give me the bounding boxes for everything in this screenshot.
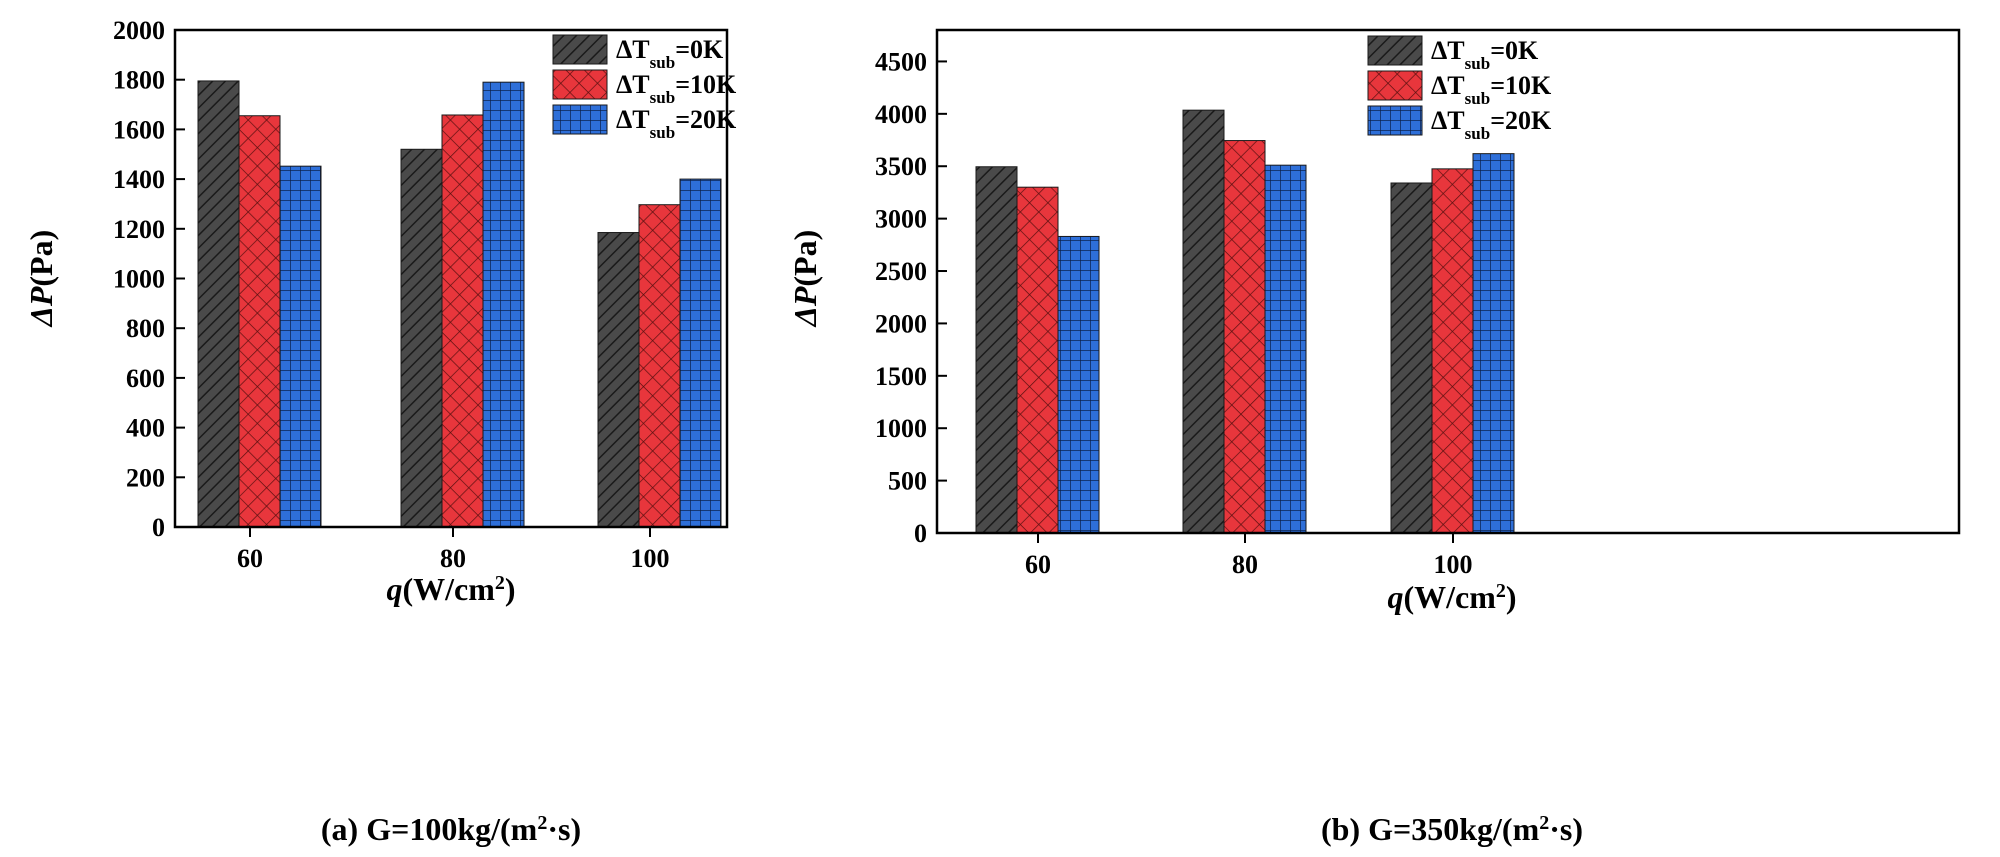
bar-0-2-0 bbox=[279, 165, 322, 528]
legend-label-0-2: ΔTsub=20K bbox=[616, 105, 737, 142]
bar-0-0-0 bbox=[197, 80, 240, 528]
y-tick-label-1-6: 3000 bbox=[875, 205, 927, 234]
y-tick-label-0-10: 2000 bbox=[113, 16, 165, 45]
legend-swatch-0-0 bbox=[552, 34, 608, 65]
y-tick-label-0-1: 200 bbox=[126, 463, 165, 492]
y-tick-label-1-7: 3500 bbox=[875, 152, 927, 181]
bar-1-0-2 bbox=[1390, 182, 1433, 534]
legend-label-1-2: ΔTsub=20K bbox=[1431, 106, 1552, 143]
x-axis-label-a: q(W/cm2) bbox=[386, 571, 515, 607]
y-tick-label-1-9: 4500 bbox=[875, 47, 927, 76]
bar-0-0-1 bbox=[400, 148, 443, 528]
legend-swatch-0-1 bbox=[552, 69, 608, 100]
y-tick-label-0-8: 1600 bbox=[113, 115, 165, 144]
bar-1-1-1 bbox=[1223, 140, 1266, 534]
legend-swatch-0-2 bbox=[552, 104, 608, 135]
y-tick-label-1-4: 2000 bbox=[875, 309, 927, 338]
y-tick-label-0-7: 1400 bbox=[113, 165, 165, 194]
bar-0-1-0 bbox=[238, 115, 281, 528]
bar-0-2-1 bbox=[482, 81, 525, 528]
y-tick-label-1-1: 500 bbox=[888, 467, 927, 496]
bar-0-0-2 bbox=[597, 232, 640, 528]
x-tick-label-0-2: 100 bbox=[631, 544, 670, 573]
bar-1-2-1 bbox=[1264, 164, 1307, 534]
y-axis-label-b: ΔP(Pa) bbox=[787, 230, 823, 328]
y-tick-label-1-0: 0 bbox=[914, 519, 927, 548]
x-axis-label-b: q(W/cm2) bbox=[1387, 579, 1516, 615]
y-tick-label-0-0: 0 bbox=[152, 513, 165, 542]
bars-group-b bbox=[975, 109, 1515, 534]
caption-b: (b) G=350kg/(m2·s) bbox=[1321, 811, 1583, 847]
caption-a: (a) G=100kg/(m2·s) bbox=[321, 811, 581, 847]
legend-swatch-1-1 bbox=[1367, 70, 1423, 101]
ticks-group-a: 0 200 400 600 800 1000 1200 1400 1600 1800 2000 60 8… bbox=[113, 16, 670, 573]
y-tick-label-1-5: 2500 bbox=[875, 257, 927, 286]
bars-group-a bbox=[197, 80, 722, 528]
plot-frame-b bbox=[935, 28, 1961, 535]
legend-label-1-1: ΔTsub=10K bbox=[1431, 71, 1552, 108]
legend-swatch-1-0 bbox=[1367, 35, 1423, 66]
x-tick-label-1-1: 80 bbox=[1232, 550, 1258, 579]
bar-1-1-2 bbox=[1431, 168, 1474, 534]
legend-swatch-1-2 bbox=[1367, 105, 1423, 136]
y-tick-label-0-5: 1000 bbox=[113, 265, 165, 294]
bar-1-1-0 bbox=[1016, 186, 1059, 534]
legend-label-0-0: ΔTsub=0K bbox=[616, 35, 724, 72]
bar-1-0-0 bbox=[975, 166, 1018, 534]
bar-1-2-2 bbox=[1472, 153, 1515, 534]
chart-panel-b: 0 500 1000 1500 2000 2500 3000 3500 4000 4500 60 80… bbox=[787, 28, 1961, 847]
y-axis-label-a: ΔP(Pa) bbox=[23, 230, 59, 328]
y-tick-label-0-3: 600 bbox=[126, 364, 165, 393]
y-tick-label-0-6: 1200 bbox=[113, 215, 165, 244]
y-tick-label-0-4: 800 bbox=[126, 314, 165, 343]
y-tick-label-1-8: 4000 bbox=[875, 100, 927, 129]
bar-0-1-2 bbox=[638, 204, 681, 528]
legend-label-0-1: ΔTsub=10K bbox=[616, 70, 737, 107]
x-tick-label-0-1: 80 bbox=[440, 544, 466, 573]
x-tick-label-1-0: 60 bbox=[1025, 550, 1051, 579]
y-tick-label-0-2: 400 bbox=[126, 414, 165, 443]
legend-label-1-0: ΔTsub=0K bbox=[1431, 36, 1539, 73]
x-tick-label-0-0: 60 bbox=[237, 544, 263, 573]
y-tick-label-1-3: 1500 bbox=[875, 362, 927, 391]
y-tick-label-1-2: 1000 bbox=[875, 414, 927, 443]
chart-panel-a: 0 200 400 600 800 1000 1200 1400 1600 1800 2000 60 8… bbox=[23, 16, 737, 847]
bar-0-2-2 bbox=[679, 178, 722, 528]
x-tick-label-1-2: 100 bbox=[1434, 550, 1473, 579]
y-tick-label-0-9: 1800 bbox=[113, 66, 165, 95]
ticks-group-b: 0 500 1000 1500 2000 2500 3000 3500 4000 4500 60 80… bbox=[875, 47, 1473, 579]
bar-1-0-1 bbox=[1182, 109, 1225, 534]
bar-1-2-0 bbox=[1057, 235, 1100, 534]
bar-0-1-1 bbox=[441, 114, 484, 528]
